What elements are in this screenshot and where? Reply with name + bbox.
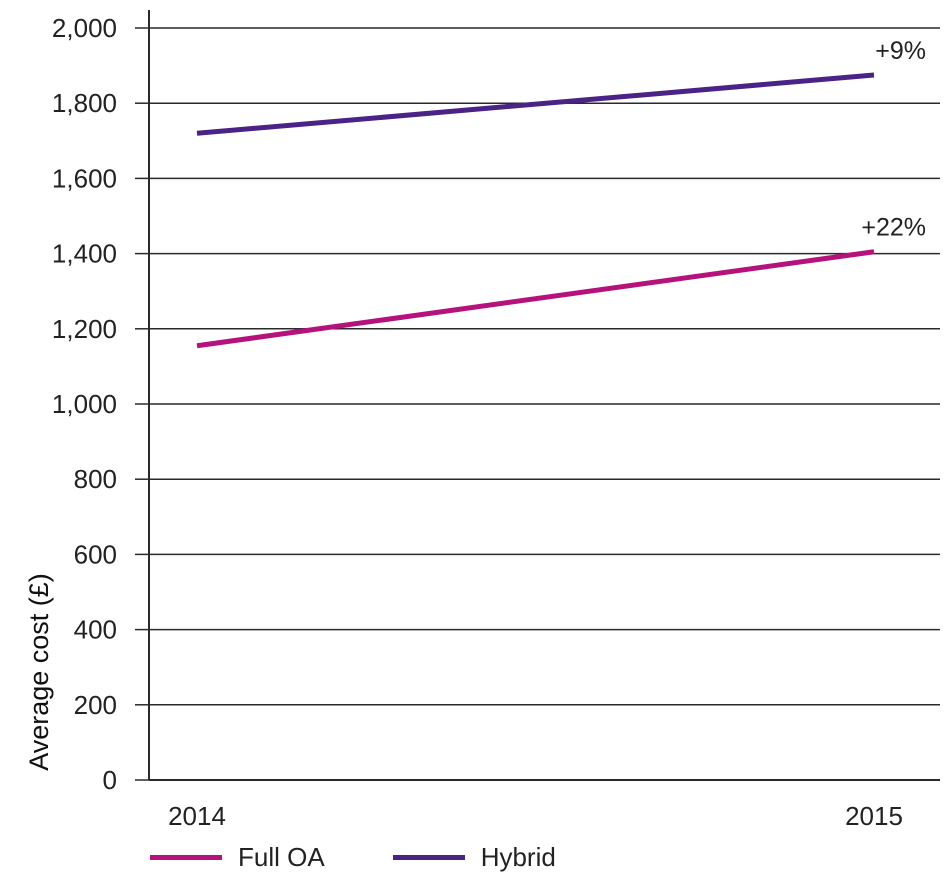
series-annotation: +9% (875, 37, 926, 65)
y-tick-label: 2,000 (52, 13, 117, 43)
legend-label: Full OA (238, 842, 325, 872)
y-tick-label: 1,800 (52, 88, 117, 118)
legend-item-hybrid: Hybrid (392, 842, 556, 873)
legend-item-full-oa: Full OA (150, 842, 325, 873)
axes (135, 10, 940, 781)
y-tick-label: 400 (74, 615, 117, 645)
series-lines (196, 72, 875, 349)
x-tick-label: 2014 (168, 801, 226, 831)
y-tick-label: 1,000 (52, 389, 117, 419)
x-tick-labels: 2014 2015 (168, 801, 903, 831)
y-tick-label: 0 (103, 765, 117, 795)
y-tick-label: 1,600 (52, 163, 117, 193)
legend-swatch (150, 855, 222, 860)
legend: Full OA Hybrid (150, 842, 624, 873)
y-tick-labels: 0 200 400 600 800 1,000 1,200 1,400 1,600 1,800 2,… (52, 13, 117, 795)
legend-label: Hybrid (480, 842, 556, 872)
y-tick-label: 1,200 (52, 314, 117, 344)
series-line-full-oa (196, 249, 875, 349)
annotations: +22% +9% (861, 37, 926, 242)
series-line-hybrid (196, 72, 875, 136)
x-tick-label: 2015 (845, 801, 903, 831)
y-tick-label: 600 (74, 539, 117, 569)
y-tick-label: 200 (74, 690, 117, 720)
y-axis-title: Average cost (£) (24, 573, 54, 771)
y-tick-label: 1,400 (52, 239, 117, 269)
series-annotation: +22% (861, 214, 926, 242)
legend-swatch (392, 855, 465, 860)
y-tick-label: 800 (74, 464, 117, 494)
